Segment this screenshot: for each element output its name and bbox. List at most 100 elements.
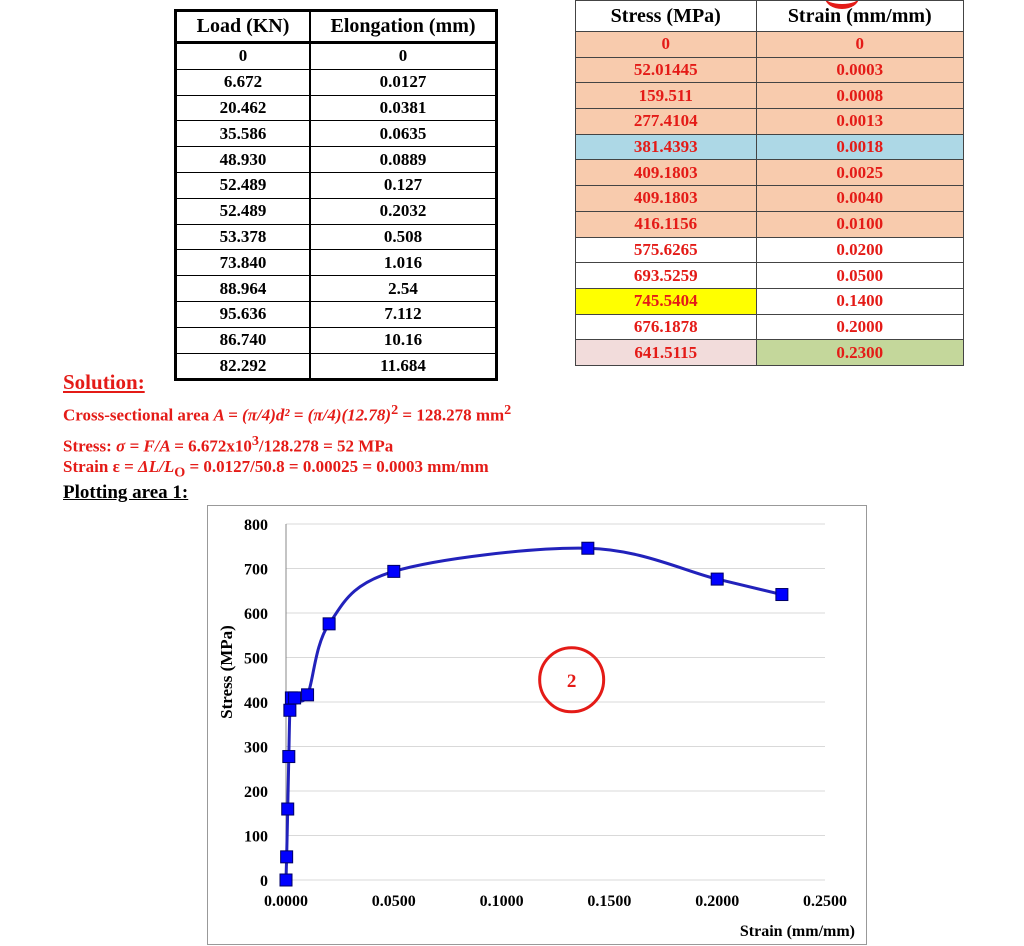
strain-cell: 0.0013: [755, 108, 964, 135]
stress-row: 52.01445 0.0003: [575, 56, 964, 84]
y-axis-label: Stress (MPa): [217, 625, 236, 719]
elongation-cell: 0.127: [309, 172, 498, 199]
y-tick-label: 300: [244, 740, 268, 757]
stress-strain-chart: 0 100 200 300 400 500 600 700 800 0.0000 0.0500 0.1…: [207, 505, 867, 945]
strain-subscript: O: [174, 464, 186, 481]
load-row: 20.462 0.0381: [174, 95, 498, 122]
y-tick-label: 700: [244, 562, 268, 579]
stress-cell: 641.5115: [575, 339, 757, 366]
y-tick-label: 600: [244, 606, 268, 623]
solution-heading: Solution:: [63, 370, 145, 394]
load-row: 86.740 10.16: [174, 327, 498, 354]
stress-label: Stress:: [63, 436, 117, 456]
stress-result: /128.278 = 52 MPa: [258, 436, 394, 456]
stress-row: 745.5404 0.1400: [575, 287, 964, 315]
load-cell: 0: [174, 42, 312, 70]
area-unit-exponent: 2: [504, 402, 512, 418]
stress-cell: 159.511: [575, 82, 757, 110]
area-exponent: 2: [391, 402, 399, 418]
strain-cell: 0.0100: [755, 210, 964, 238]
data-point: [283, 703, 297, 717]
load-cell: 53.378: [174, 224, 312, 251]
strain-cell: 0.2000: [755, 313, 964, 341]
load-row: 48.930 0.0889: [174, 146, 498, 173]
stress-exponent: 3: [251, 433, 259, 449]
load-header: Load (KN): [174, 9, 312, 44]
data-point: [282, 750, 296, 764]
chart-svg: 0 100 200 300 400 500 600 700 800 0.0000 0.0500 0.1…: [217, 517, 855, 940]
stress-strain-table: Stress (MPa) Strain (mm/mm) 0 0 52.01445 0.…: [575, 0, 964, 366]
data-point: [581, 541, 595, 555]
stress-cell: 409.1803: [575, 185, 757, 212]
stress-cell: 277.4104: [575, 108, 757, 135]
stress-row: 641.5115 0.2300: [575, 339, 964, 366]
data-point: [279, 873, 293, 887]
elongation-cell: 1.016: [309, 249, 498, 277]
y-tick-label: 100: [244, 829, 268, 846]
elongation-cell: 0.2032: [309, 198, 498, 225]
y-tick-label: 400: [244, 695, 268, 712]
load-row: 53.378 0.508: [174, 224, 498, 251]
load-cell: 52.489: [174, 172, 312, 199]
strain-header: Strain (mm/mm): [755, 0, 964, 32]
y-tick-label: 500: [244, 651, 268, 668]
data-point: [280, 850, 294, 864]
area-result: = 128.278 mm: [398, 405, 505, 425]
stress-cell: 693.5259: [575, 262, 757, 289]
load-cell: 48.930: [174, 146, 312, 173]
stress-row: 409.1803 0.0025: [575, 159, 964, 187]
stress-cell: 0: [575, 31, 757, 58]
elongation-cell: 10.16: [309, 327, 498, 354]
elongation-cell: 11.684: [309, 353, 498, 381]
strain-cell: 0.2300: [755, 339, 964, 366]
stress-row: 277.4104 0.0013: [575, 108, 964, 135]
load-elongation-table: Load (KN) Elongation (mm) 0 0 6.672 0.0127 2…: [174, 9, 498, 382]
elongation-cell: 0.0635: [309, 120, 498, 148]
strain-cell: 0.0018: [755, 133, 964, 161]
stress-row: 416.1156 0.0100: [575, 210, 964, 238]
elongation-cell: 0: [309, 42, 498, 70]
strain-cell: 0.0003: [755, 56, 964, 84]
strain-cell: 0: [755, 31, 964, 58]
data-point: [288, 691, 302, 705]
data-point: [710, 572, 724, 586]
stress-row: 676.1878 0.2000: [575, 313, 964, 341]
stress-expression: σ = F/A =: [116, 436, 189, 456]
elongation-cell: 7.112: [309, 301, 498, 328]
strain-label: Strain ε =: [63, 457, 139, 476]
stress-cell: 575.6265: [575, 236, 757, 264]
elongation-cell: 0.0127: [309, 69, 498, 96]
x-tick-label: 0.0500: [372, 893, 416, 910]
strain-cell: 0.1400: [755, 287, 964, 315]
area-formula: Cross-sectional area A = (π/4)d² = (π/4)…: [63, 402, 511, 426]
x-axis-label: Strain (mm/mm): [740, 923, 855, 940]
stress-cell: 409.1803: [575, 159, 757, 187]
x-tick-label: 0.2500: [803, 893, 847, 910]
stress-cell: 745.5404: [575, 287, 757, 315]
load-cell: 82.292: [174, 353, 312, 381]
stress-row: 693.5259 0.0500: [575, 262, 964, 289]
stress-formula: Stress: σ = F/A = 6.672x103/128.278 = 52…: [63, 433, 393, 457]
load-row: 52.489 0.2032: [174, 198, 498, 225]
y-tick-label: 0: [260, 873, 268, 890]
load-cell: 73.840: [174, 249, 312, 277]
y-tick-label: 200: [244, 784, 268, 801]
stress-cell: 52.01445: [575, 56, 757, 84]
strain-cell: 0.0040: [755, 185, 964, 212]
load-row: 95.636 7.112: [174, 301, 498, 328]
data-point: [281, 802, 295, 816]
strain-result: = 0.0127/50.8 = 0.00025 = 0.0003 mm/mm: [185, 457, 489, 476]
load-row: 52.489 0.127: [174, 172, 498, 199]
elongation-cell: 0.508: [309, 224, 498, 251]
strain-cell: 0.0200: [755, 236, 964, 264]
stress-cell: 416.1156: [575, 210, 757, 238]
y-tick-label: 800: [244, 517, 268, 534]
load-row: 6.672 0.0127: [174, 69, 498, 96]
load-cell: 86.740: [174, 327, 312, 354]
load-row: 35.586 0.0635: [174, 120, 498, 148]
strain-cell: 0.0008: [755, 82, 964, 110]
x-tick-label: 0.1000: [480, 893, 524, 910]
elongation-cell: 2.54: [309, 275, 498, 302]
strain-cell: 0.0500: [755, 262, 964, 289]
load-cell: 6.672: [174, 69, 312, 96]
